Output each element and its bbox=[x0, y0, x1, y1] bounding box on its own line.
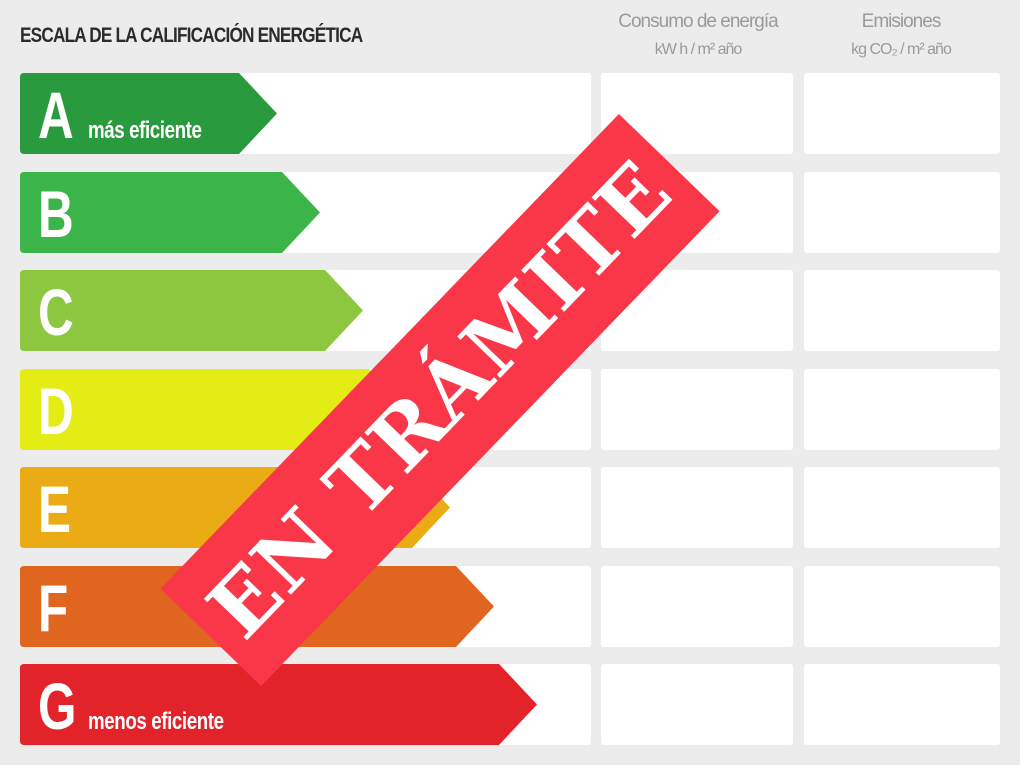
scale-title: ESCALA DE LA CALIFICACIÓN ENERGÉTICA bbox=[20, 24, 363, 47]
emissions-value-cell bbox=[804, 467, 1000, 548]
rating-bar-d: D bbox=[20, 368, 407, 450]
energy-value-cell bbox=[601, 467, 793, 548]
emissions-label: Emisiones bbox=[861, 11, 942, 32]
emissions-value-cell bbox=[804, 664, 1000, 745]
emissions-value-cell bbox=[804, 171, 1000, 253]
rating-letter: E bbox=[38, 472, 72, 546]
rating-bar-b: B bbox=[20, 171, 320, 253]
rating-letter: A bbox=[38, 78, 74, 152]
emissions-value-cell bbox=[804, 565, 1000, 647]
rating-letter: B bbox=[38, 176, 74, 251]
rating-arrow-shape bbox=[20, 664, 537, 745]
column-header-emissions: Emisiones kg CO₂ / m² año bbox=[803, 8, 999, 64]
rating-letter: D bbox=[38, 373, 74, 448]
rating-arrow-shape bbox=[20, 73, 277, 154]
emissions-value-cell bbox=[804, 368, 1000, 450]
energy-value-cell bbox=[601, 664, 793, 745]
rating-bar-c: C bbox=[20, 270, 363, 351]
emissions-unit: kg CO₂ / m² año bbox=[851, 41, 952, 58]
energy-value-cell bbox=[601, 368, 793, 450]
rating-arrow-shape bbox=[20, 270, 363, 351]
rating-arrow-shape bbox=[20, 368, 407, 450]
rating-description: menos eficiente bbox=[88, 708, 224, 735]
energy-value-cell bbox=[601, 565, 793, 647]
energy-unit: kW h / m² año bbox=[654, 41, 743, 58]
rating-description: más eficiente bbox=[88, 117, 202, 144]
rating-letter: C bbox=[38, 275, 74, 349]
rating-letter: F bbox=[38, 570, 69, 645]
emissions-value-cell bbox=[804, 73, 1000, 154]
energy-label: Consumo de energía bbox=[618, 11, 778, 32]
emissions-value-cell bbox=[804, 270, 1000, 351]
rating-arrow-shape bbox=[20, 171, 320, 253]
rating-letter: G bbox=[38, 669, 77, 743]
column-header-energy: Consumo de energía kW h / m² año bbox=[600, 8, 796, 64]
